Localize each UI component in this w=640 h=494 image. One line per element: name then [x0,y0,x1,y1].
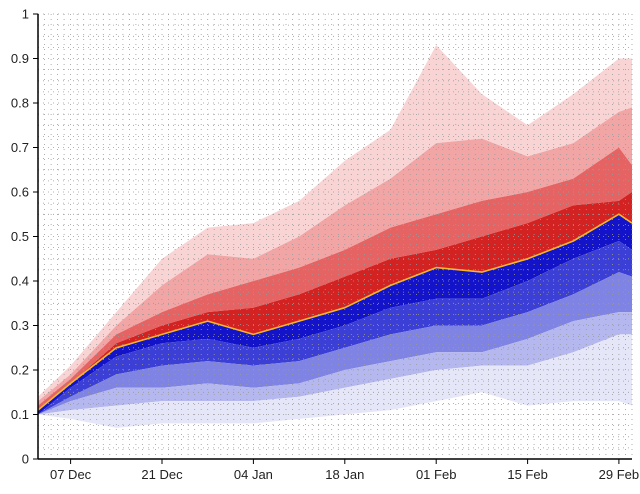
y-tick-label: 0.1 [11,407,29,422]
y-tick-label: 0 [22,452,29,467]
band-upper-core [38,192,632,411]
x-tick-label: 07 Dec [50,467,92,482]
grid-dots [37,13,633,460]
y-tick-label: 0.2 [11,363,29,378]
band-lower-min [38,334,632,428]
y-tick-label: 0.6 [11,185,29,200]
band-upper-mid [38,107,632,406]
band-lower-outer [38,312,632,415]
y-tick-label: 1 [22,7,29,22]
band-lower-core [38,214,632,415]
axes [33,13,632,464]
x-tick-label: 01 Feb [416,467,456,482]
x-tick-label: 04 Jan [234,467,273,482]
median-line [37,213,633,411]
x-tick-labels: 07 Dec 21 Dec 04 Jan 18 Jan 01 Feb 15 Feb 29 F… [50,467,639,482]
median-line-group [37,213,633,411]
fan-bands [38,45,632,428]
band-upper-outer [38,45,632,402]
x-tick-label: 15 Feb [507,467,547,482]
band-upper-inner [38,147,632,411]
y-tick-label: 0.7 [11,140,29,155]
y-tick-label: 0.3 [11,318,29,333]
y-tick-label: 0.5 [11,229,29,244]
y-tick-label: 0.4 [11,274,29,289]
band-lower-mid [38,272,632,415]
y-tick-label: 0.9 [11,51,29,66]
y-tick-label: 0.8 [11,96,29,111]
y-tick-labels: 0 0.1 0.2 0.3 0.4 0.5 0.6 0.7 0.8 0.9 1 [11,7,29,467]
x-tick-label: 18 Jan [325,467,364,482]
x-tick-label: 29 Feb [599,467,639,482]
x-tick-label: 21 Dec [141,467,183,482]
